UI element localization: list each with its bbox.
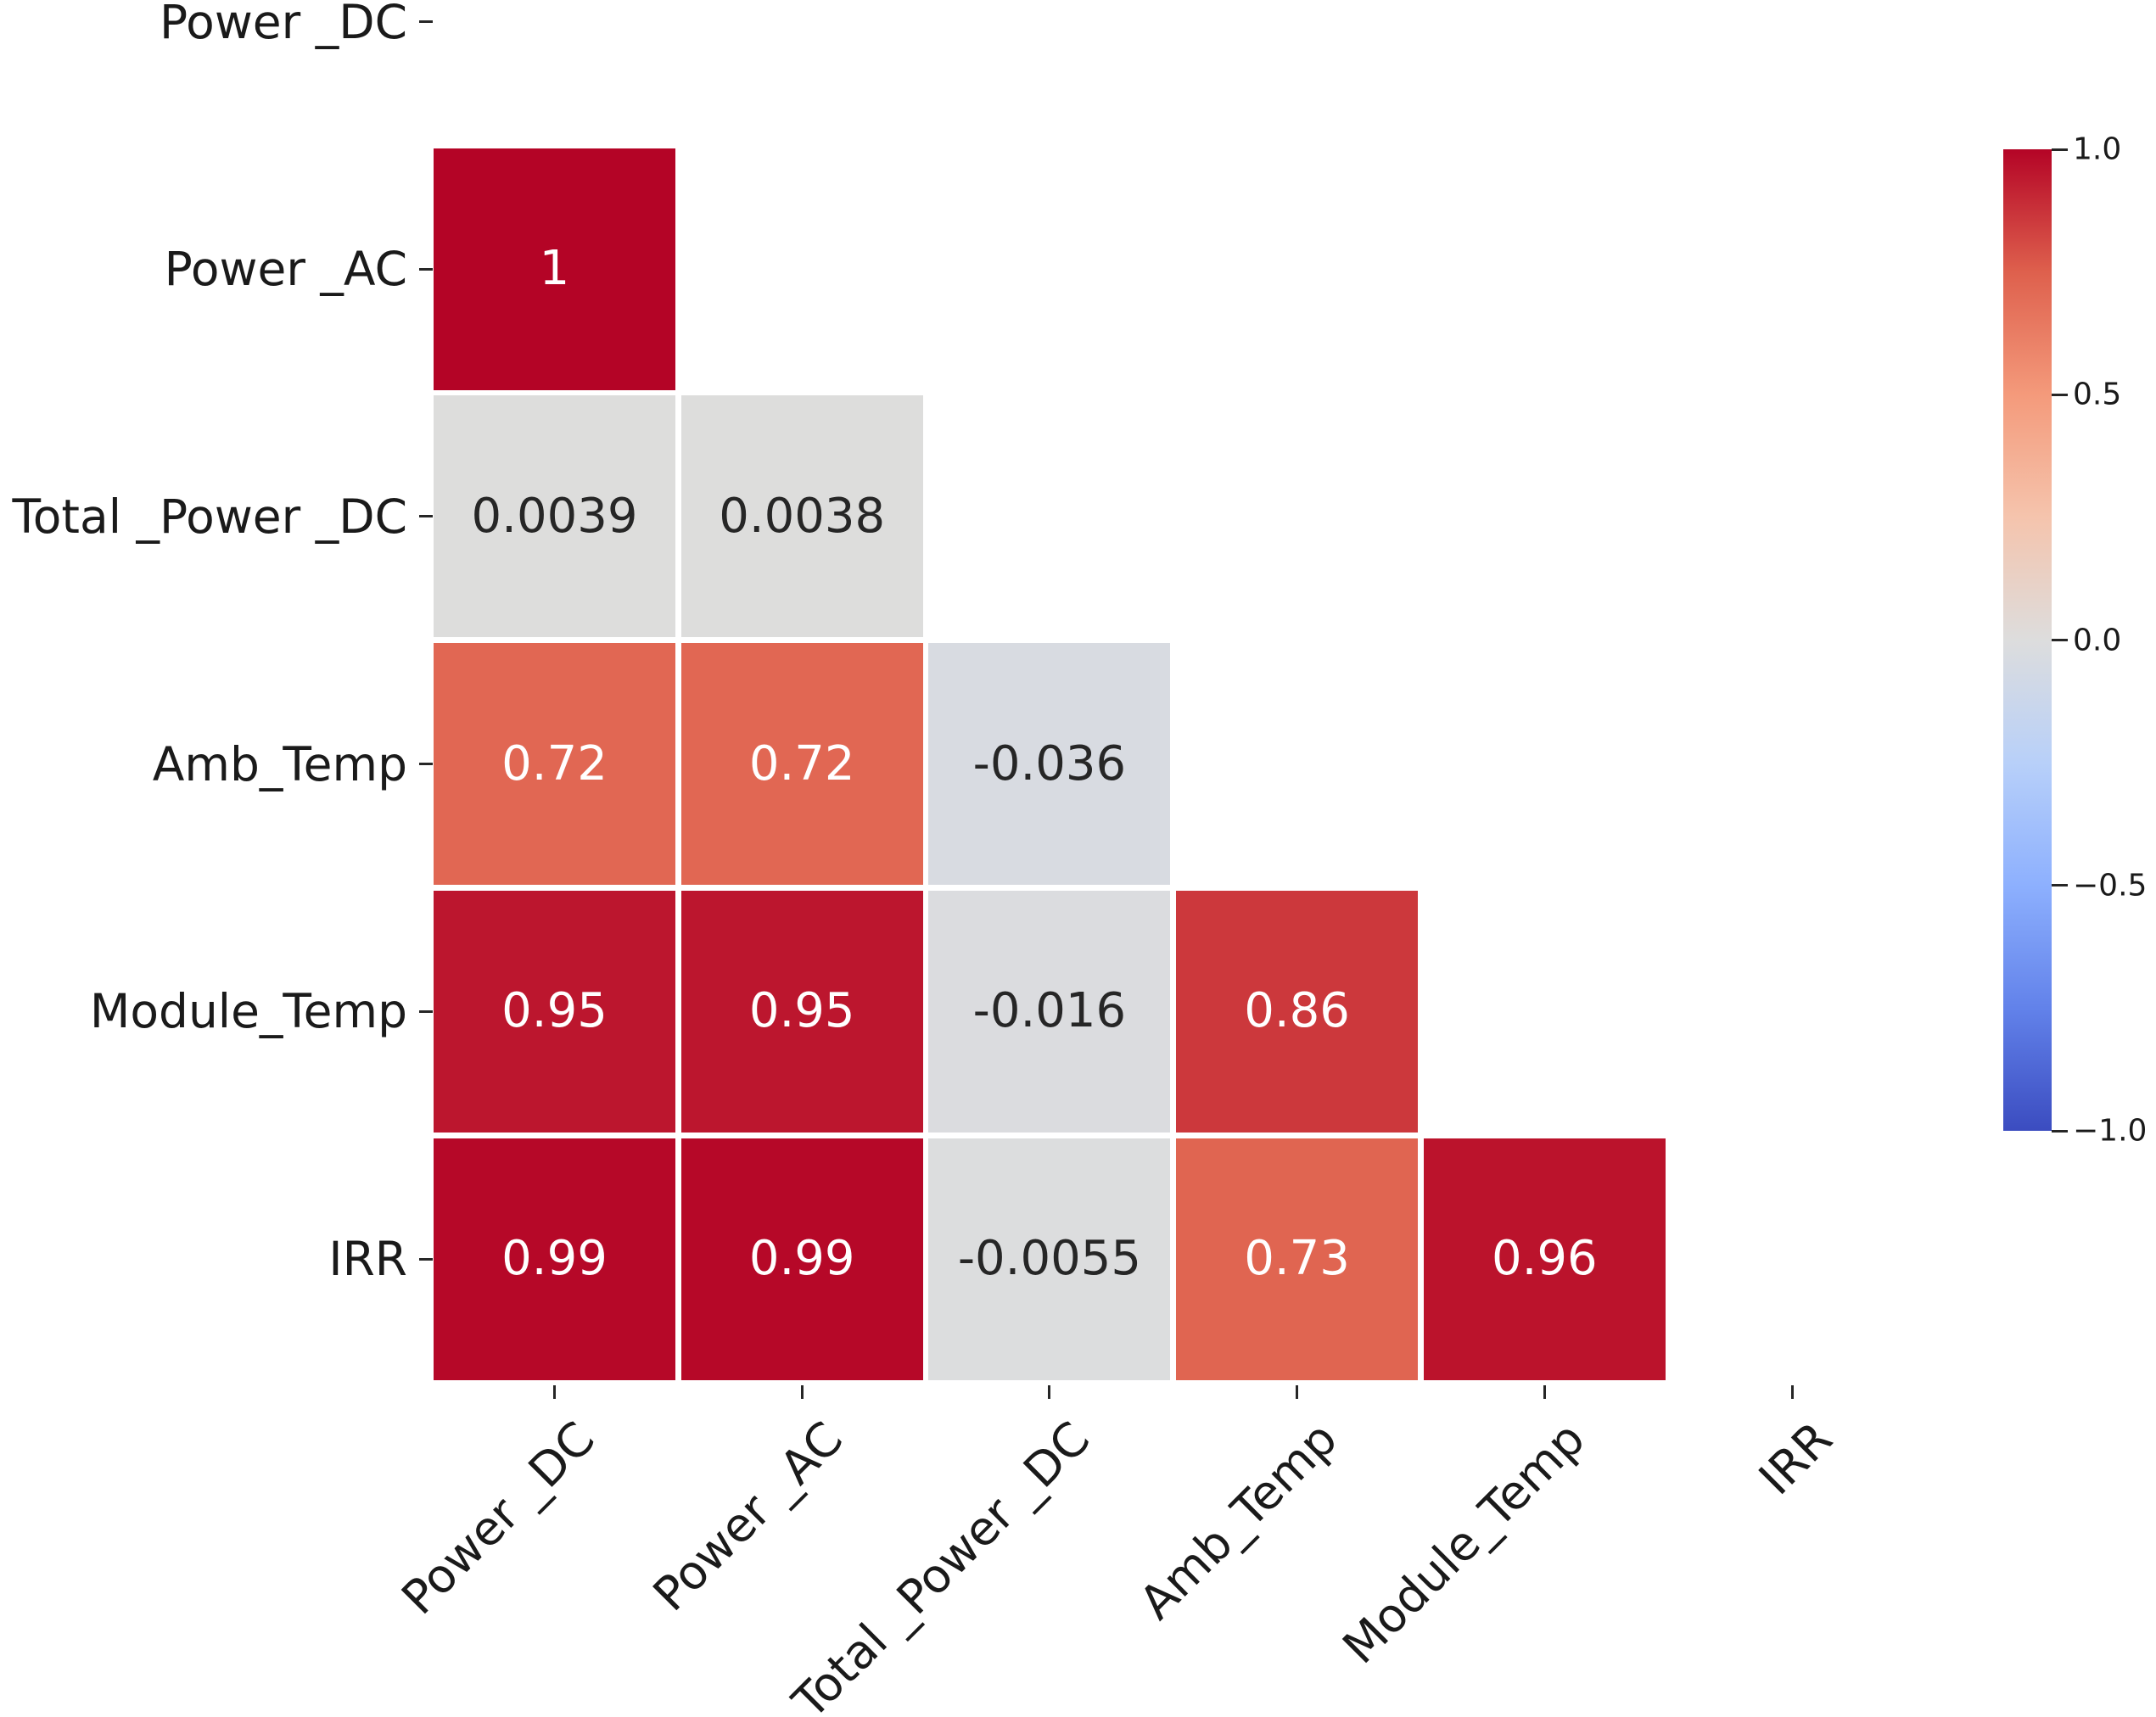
colorbar — [2003, 149, 2052, 1131]
heatmap-cell: 0.72 — [434, 643, 675, 886]
colorbar-tick-mark — [2052, 393, 2068, 396]
x-tick-mark — [800, 1384, 804, 1399]
y-tick-label: Power _AC — [164, 242, 407, 297]
cell-annotation: -0.036 — [972, 735, 1127, 791]
heatmap-cell: 0.0038 — [680, 395, 923, 638]
heatmap-cell: 0.95 — [434, 890, 675, 1133]
cell-annotation: 1 — [539, 241, 570, 297]
heatmap-cell: 0.95 — [680, 890, 923, 1133]
y-tick-label: IRR — [328, 1232, 407, 1286]
cell-annotation: 0.0039 — [471, 488, 638, 544]
x-tick-mark — [1790, 1384, 1794, 1399]
heatmap-cell: 0.96 — [1423, 1138, 1666, 1380]
heatmap-cell: -0.016 — [928, 890, 1171, 1133]
x-tick-mark — [553, 1384, 556, 1399]
colorbar-tick-label: 0.0 — [2073, 623, 2122, 657]
cell-annotation: 0.99 — [748, 1231, 855, 1286]
x-tick-mark — [1296, 1384, 1299, 1399]
cell-annotation: 0.72 — [748, 735, 855, 791]
heatmap-cell: 0.99 — [434, 1138, 675, 1380]
colorbar-tick-label: 0.5 — [2073, 377, 2122, 412]
colorbar-tick-label: 1.0 — [2073, 131, 2122, 167]
y-tick-label: Total _Power _DC — [12, 489, 407, 544]
y-tick-mark — [419, 20, 433, 23]
cell-annotation: -0.0055 — [957, 1231, 1141, 1286]
x-tick-mark — [1543, 1384, 1546, 1399]
cell-annotation: 0.0038 — [719, 488, 886, 544]
y-tick-mark — [419, 763, 433, 766]
y-tick-mark — [419, 1257, 433, 1261]
colorbar-tick-label: −0.5 — [2073, 868, 2148, 903]
y-tick-label: Amb_Temp — [152, 736, 407, 791]
cell-annotation: -0.016 — [972, 983, 1127, 1039]
colorbar-tick-mark — [2052, 148, 2068, 151]
heatmap-cell: 1 — [434, 148, 675, 390]
colorbar-tick-mark — [2052, 1129, 2068, 1133]
heatmap-cell: 0.99 — [680, 1138, 923, 1380]
cell-annotation: 0.96 — [1491, 1231, 1598, 1286]
cell-annotation: 0.86 — [1244, 983, 1350, 1039]
heatmap-cell: -0.036 — [928, 643, 1171, 886]
x-tick-mark — [1048, 1384, 1051, 1399]
colorbar-tick-label: −1.0 — [2073, 1113, 2148, 1149]
colorbar-tick-mark — [2052, 884, 2068, 887]
y-tick-label: Power _DC — [159, 0, 407, 49]
y-tick-mark — [419, 515, 433, 518]
y-tick-mark — [419, 267, 433, 271]
cell-annotation: 0.95 — [748, 983, 855, 1039]
cell-annotation: 0.72 — [501, 735, 608, 791]
heatmap-cell: 0.72 — [680, 643, 923, 886]
cell-annotation: 0.73 — [1244, 1231, 1350, 1286]
heatmap-cell: 0.86 — [1176, 890, 1419, 1133]
heatmap-cell: -0.0055 — [928, 1138, 1171, 1380]
y-tick-label: Module_Temp — [89, 984, 407, 1039]
heatmap-cell: 0.73 — [1176, 1138, 1419, 1380]
heatmap-cell: 0.0039 — [434, 395, 675, 638]
colorbar-tick-mark — [2052, 639, 2068, 641]
cell-annotation: 0.95 — [501, 983, 608, 1039]
cell-annotation: 0.99 — [501, 1231, 608, 1286]
colorbar-gradient — [2003, 149, 2052, 1131]
y-tick-mark — [419, 1010, 433, 1013]
